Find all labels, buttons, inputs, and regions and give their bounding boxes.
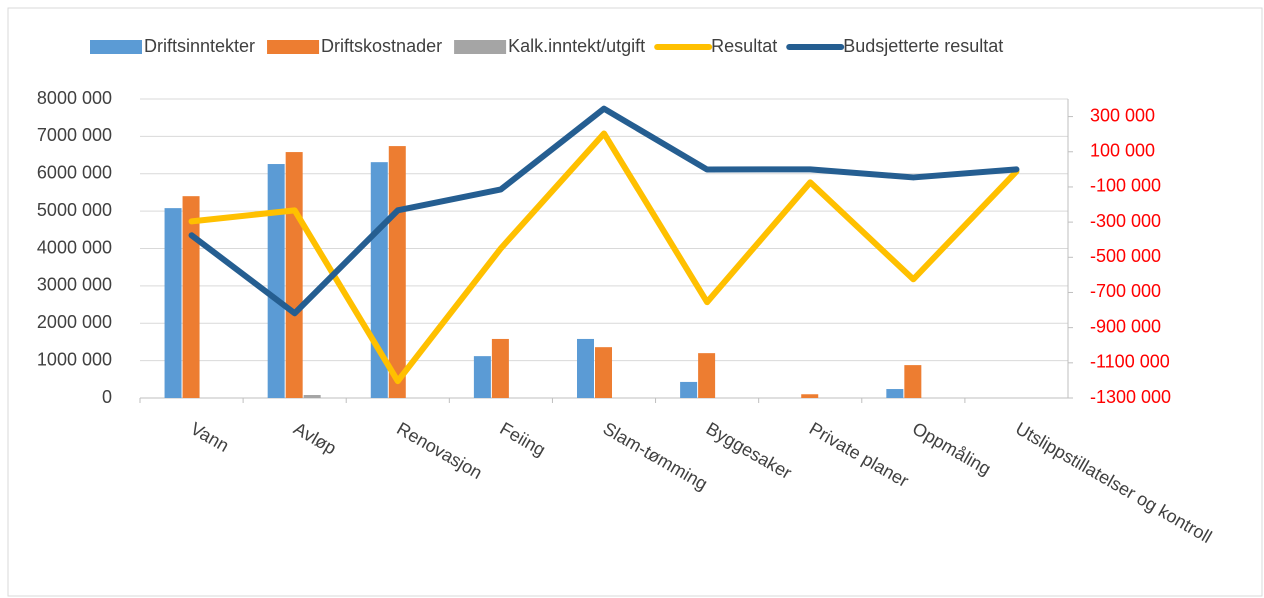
y2-tick-label: -300 000 bbox=[1090, 211, 1161, 231]
line-series bbox=[188, 105, 1020, 317]
y-tick-label: 0 bbox=[102, 387, 112, 407]
y2-tick-label: 300 000 bbox=[1090, 105, 1155, 125]
bar bbox=[267, 164, 285, 398]
y2-tick-label: -100 000 bbox=[1090, 176, 1161, 196]
bar bbox=[577, 338, 594, 398]
bar bbox=[595, 347, 612, 398]
y-tick-label: 7000 000 bbox=[37, 125, 112, 145]
y2-tick-label: 100 000 bbox=[1090, 141, 1155, 161]
y2-tick-label: -1300 000 bbox=[1090, 387, 1171, 407]
bar bbox=[388, 146, 406, 398]
bar bbox=[698, 353, 716, 398]
y-tick-label: 8000 000 bbox=[37, 88, 112, 108]
bar bbox=[473, 356, 491, 398]
y-tick-label: 3000 000 bbox=[37, 275, 112, 295]
y2-tick-label: -1100 000 bbox=[1090, 352, 1170, 372]
legend-swatch bbox=[90, 40, 142, 54]
line-series bbox=[188, 130, 1020, 385]
legend-swatch bbox=[454, 40, 507, 54]
legend-label: Budsjetterte resultat bbox=[843, 36, 1003, 56]
bar bbox=[182, 196, 200, 398]
y-tick-label: 6000 000 bbox=[37, 163, 112, 183]
bar bbox=[801, 394, 819, 398]
y2-tick-label: -500 000 bbox=[1090, 246, 1161, 266]
y2-tick-label: -900 000 bbox=[1090, 316, 1161, 336]
legend-label: Resultat bbox=[711, 36, 777, 56]
bar bbox=[680, 381, 698, 398]
y2-tick-label: -700 000 bbox=[1090, 281, 1161, 301]
y-tick-label: 2000 000 bbox=[37, 312, 112, 332]
legend-swatch bbox=[267, 40, 320, 54]
chart-frame bbox=[7, 7, 1263, 597]
y-tick-label: 5000 000 bbox=[37, 200, 112, 220]
legend-label: Driftskostnader bbox=[321, 36, 442, 56]
legend-label: Driftsinntekter bbox=[144, 36, 255, 56]
bar bbox=[285, 152, 303, 398]
bar bbox=[886, 389, 904, 398]
legend-label: Kalk.inntekt/utgift bbox=[508, 36, 645, 56]
bar bbox=[164, 208, 182, 398]
bar bbox=[303, 395, 321, 398]
y-tick-label: 4000 000 bbox=[37, 237, 112, 257]
y-tick-label: 1000 000 bbox=[37, 349, 112, 369]
bar bbox=[491, 338, 509, 398]
bar bbox=[904, 365, 922, 398]
